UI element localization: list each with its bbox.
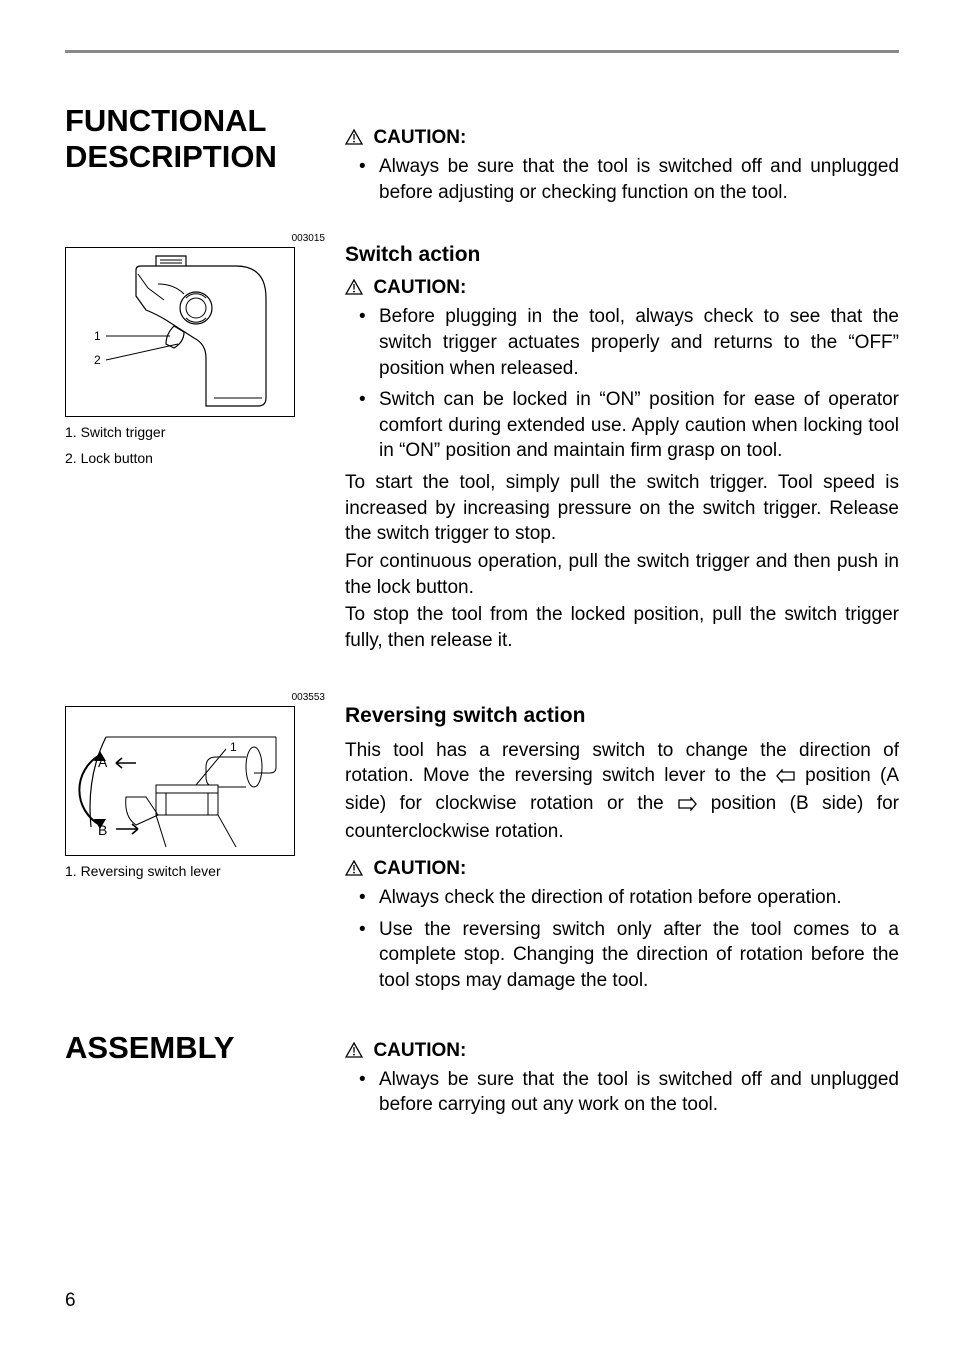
functional-title: FUNCTIONAL DESCRIPTION	[65, 103, 325, 174]
fig-caption-1: 1. Switch trigger	[65, 423, 325, 443]
fig-switch-action: 003015	[65, 211, 325, 655]
functional-title-block: FUNCTIONAL DESCRIPTION	[65, 103, 325, 211]
left-arrow-icon	[776, 765, 796, 791]
svg-text:A: A	[98, 754, 108, 770]
reversing-caution-list: Always check the direction of rotation b…	[345, 885, 899, 994]
callout-2: 2	[94, 353, 101, 367]
caution-row: CAUTION:	[345, 858, 899, 881]
list-item: Always be sure that the tool is switched…	[345, 1067, 899, 1118]
switch-action-para-3: To stop the tool from the locked positio…	[345, 602, 899, 653]
reversing-heading: Reversing switch action	[345, 704, 899, 728]
fig-caption-1: 1. Reversing switch lever	[65, 862, 325, 882]
warning-icon	[345, 279, 363, 300]
functional-caution-list: Always be sure that the tool is switched…	[345, 154, 899, 205]
reversing-figure-svg: A B 1	[66, 707, 294, 855]
right-arrow-icon	[677, 793, 697, 819]
caution-label: CAUTION:	[373, 277, 466, 298]
list-item: Before plugging in the tool, always chec…	[345, 304, 899, 381]
fig-reversing: 003553	[65, 656, 325, 1000]
assembly-caution-block: CAUTION: Always be sure that the tool is…	[345, 1000, 899, 1124]
fig-code: 003553	[292, 692, 325, 703]
reversing-block: Reversing switch action This tool has a …	[345, 656, 899, 1000]
list-item: Always be sure that the tool is switched…	[345, 154, 899, 205]
caution-row: CAUTION:	[345, 127, 899, 150]
assembly-title-block: ASSEMBLY	[65, 1000, 325, 1124]
switch-action-heading: Switch action	[345, 243, 899, 267]
assembly-title: ASSEMBLY	[65, 1030, 325, 1066]
reversing-para: This tool has a reversing switch to chan…	[345, 738, 899, 845]
warning-icon	[345, 129, 363, 150]
top-rule	[65, 50, 899, 53]
warning-icon	[345, 1042, 363, 1063]
switch-action-block: Switch action CAUTION: Before plugging i…	[345, 211, 899, 655]
caution-label: CAUTION:	[373, 1040, 466, 1061]
fig-code: 003015	[292, 233, 325, 244]
switch-action-para-1: To start the tool, simply pull the switc…	[345, 470, 899, 547]
warning-icon	[345, 860, 363, 881]
assembly-caution-list: Always be sure that the tool is switched…	[345, 1067, 899, 1118]
callout-1: 1	[94, 329, 101, 343]
caution-row: CAUTION:	[345, 1040, 899, 1063]
fig-caption-2: 2. Lock button	[65, 449, 325, 469]
svg-text:1: 1	[230, 740, 237, 754]
drill-figure-svg: 1 2	[66, 248, 294, 416]
page-number: 6	[65, 1290, 76, 1312]
list-item: Switch can be locked in “ON” position fo…	[345, 387, 899, 464]
functional-caution-block: CAUTION: Always be sure that the tool is…	[345, 103, 899, 211]
switch-action-para-2: For continuous operation, pull the switc…	[345, 549, 899, 600]
switch-action-caution-list: Before plugging in the tool, always chec…	[345, 304, 899, 464]
caution-row: CAUTION:	[345, 277, 899, 300]
list-item: Use the reversing switch only after the …	[345, 917, 899, 994]
svg-text:B: B	[98, 822, 107, 838]
caution-label: CAUTION:	[373, 127, 466, 148]
list-item: Always check the direction of rotation b…	[345, 885, 899, 911]
caution-label: CAUTION:	[373, 858, 466, 879]
